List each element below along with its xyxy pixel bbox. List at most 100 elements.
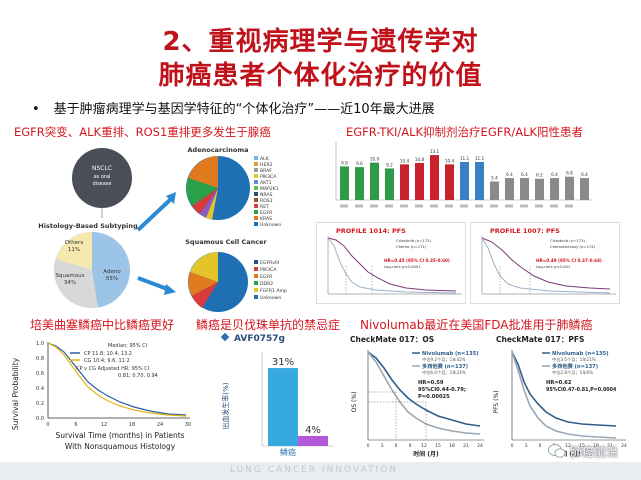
cp-curve [47, 342, 187, 416]
pfs-stat: 95%CI0.47-0.81,P=0.0004 [546, 387, 617, 393]
slide-title-line2: 肺癌患者个体化治疗的价值 [158, 61, 483, 91]
bl-row-cg: CG 10.4; 9.6, 11.2 [84, 358, 130, 364]
bl-ytick: 0.6 [36, 371, 44, 377]
pfs-legend-item: 中位3.5个月；1年21% [552, 356, 596, 363]
bl-ytick: 0.0 [36, 416, 44, 422]
tki-bar [370, 162, 379, 200]
bl-xtick: 30 [185, 422, 191, 428]
watermark-text: 肺癌前沿 [570, 444, 619, 459]
bl-table-header: Median; 95% CI [108, 343, 147, 349]
tki-bar-value-label: 6.4 [581, 172, 588, 177]
pfs-xtick: 3 [525, 443, 528, 449]
profile1007-crizotinib-curve [481, 237, 611, 290]
arrow-head-adeno [166, 192, 176, 204]
os-x-ticks: 0 3 6 9 12 15 18 21 24 [367, 443, 483, 449]
squamous-cancer-pie [188, 252, 248, 312]
pfs-legend-item: 中位2.8个月；1年6% [552, 369, 593, 376]
profile1007-chart: PROFILE 1007: PFS Crizotinib (n=173) Che… [470, 222, 620, 304]
bottom-right-caption: Nivolumab最近在美国FDA批准用于肺鳞癌 [360, 318, 593, 332]
bl-xtick: 24 [157, 422, 163, 428]
bl-ytick: 0.4 [36, 386, 44, 392]
tki-bar [355, 167, 364, 200]
os-legend-item: 多西他赛 (n=137) [422, 362, 468, 370]
bl-row-cp: CP 11.8; 10.4, 13.2 [84, 351, 132, 357]
pfs-xtick: 15 [579, 443, 585, 449]
profile1007-p: Log-rank p<0.001 [536, 264, 571, 269]
tki-bar [550, 178, 559, 200]
pfs-ylabel: PFS (%) [493, 390, 500, 413]
profile1014-chart: PROFILE 1014: PFS Crizotinib (n=172) Che… [316, 222, 466, 304]
os-xtick: 9 [409, 443, 412, 449]
others-label: Others [65, 240, 84, 246]
pfs-xtick: 24 [621, 443, 627, 449]
os-xtick: 6 [395, 443, 398, 449]
study-diamond-icon [220, 332, 230, 342]
profile1014-chemo-curve [327, 237, 457, 294]
bl-row-adj: CP v CG Adjusted HR; 95% CI [76, 366, 149, 372]
bl-row-adj-val: 0.81; 0.70, 0.94 [118, 373, 158, 379]
adenocarcinoma-title: Adenocarcinoma [188, 146, 249, 154]
os-xlabel: 时间 (月) [413, 450, 439, 458]
profile1007-hr: HR=0.49 (95% CI 0.37-0.64) [536, 258, 602, 263]
watermark-badge: 肺癌前沿 [548, 440, 636, 462]
sq-legend-item: EGFRvIII [260, 260, 279, 266]
tki-bar [535, 178, 544, 200]
bl-xtick: 18 [129, 422, 135, 428]
bm-ylabel: 出血发生率(%) [221, 382, 230, 429]
others-pct: 11% [68, 247, 80, 253]
pfs-xtick: 6 [539, 443, 542, 449]
tki-bar-value-label: 6.8 [566, 171, 573, 176]
nsclc-label-3: disease [93, 181, 112, 187]
arrow-head-squamous [164, 284, 176, 295]
pfs-legend-item: Nivolumab (n=135) [552, 351, 609, 357]
bl-xlabel-1: Survival Time (months) in Patients [55, 431, 184, 440]
tki-bar [505, 178, 514, 200]
bottom-bar: LUNG CANCER INNOVATION [0, 462, 641, 480]
adeno-legend-item: Unknown [260, 222, 281, 228]
tki-bar-value-label: 10.8 [415, 157, 425, 162]
adeno-legend-item: HER2 [260, 162, 273, 168]
bm-bar [268, 368, 298, 446]
profile1007-legend-2: Chemotherapy (n=174) [550, 244, 596, 249]
study-label: AVF0757g [234, 334, 285, 344]
adeno-legend-item: KRAS [260, 216, 272, 222]
tki-bar-value-label: 10.4 [445, 158, 455, 163]
pfs-xtick: 21 [607, 443, 613, 449]
adenocarcinoma-pie [186, 156, 250, 220]
adeno-legend: ALK HER2 BRAF PIK3CA AKT1 MAP2K1 NRAS RO… [254, 156, 281, 228]
histology-figure: NSCLC as oral disease Histology-Based Su… [38, 146, 287, 312]
bottom-bar-text: LUNG CANCER INNOVATION [230, 465, 399, 475]
bm-bar [298, 435, 328, 446]
tki-bar [400, 164, 409, 200]
adeno-legend-item: ROS1 [260, 198, 273, 204]
nsclc-disc [72, 148, 132, 208]
pfs-legend: Nivolumab (n=135) 中位3.5个月；1年21% 多西他赛 (n=… [542, 351, 609, 376]
bl-xtick: 12 [101, 422, 107, 428]
os-stat: 95%CI0.44-0.79; [418, 387, 466, 393]
tki-bar-value-label: 5.4 [491, 175, 498, 180]
tki-bar-value-label: 10.4 [400, 158, 410, 163]
squamous-legend: EGFRvIII PIK3CA EGFR DDR2 FGFR1 Amp Unkn… [254, 260, 287, 301]
adeno-legend-item: MAP2K1 [260, 186, 279, 192]
os-xtick: 18 [449, 443, 455, 449]
wechat-icon [548, 444, 566, 458]
tki-bar [415, 162, 424, 200]
pemetrexed-survival-chart: Survival Probability 1.0 0.8 0.6 0.4 0.2… [11, 341, 191, 451]
top-left-caption: EGFR突变、ALK重排、ROS1重排更多发生于腺癌 [14, 125, 271, 139]
nsclc-label-2: as oral [94, 174, 111, 180]
profile1014-legend-2: Chemo (n=171) [396, 244, 427, 249]
pfs-xtick: 18 [593, 443, 599, 449]
bullet-text: 基于肿瘤病理学与基因学特征的“个体化治疗”——近10年最大进展 [53, 102, 435, 117]
os-legend: Nivolumab (n=135) 中位9.2个月；1年42% 多西他赛 (n=… [412, 351, 479, 376]
bm-bar-value-label: 31% [272, 357, 294, 368]
arrow-to-squamous [137, 276, 171, 292]
tki-bar-value-label: 11.1 [460, 156, 470, 161]
adeno-legend-item: ALK [260, 156, 270, 162]
bl-ytick: 0.2 [36, 401, 44, 407]
checkmate017-charts: CheckMate 017：OS OS (%) Nivolumab (n=135… [350, 335, 627, 458]
squamous-label: Squamous [56, 273, 85, 279]
profile1014-legend-1: Crizotinib (n=172) [396, 238, 432, 243]
os-xtick: 24 [477, 443, 483, 449]
sq-legend-item: PIK3CA [260, 267, 277, 273]
os-docetaxel-curve [367, 351, 481, 435]
